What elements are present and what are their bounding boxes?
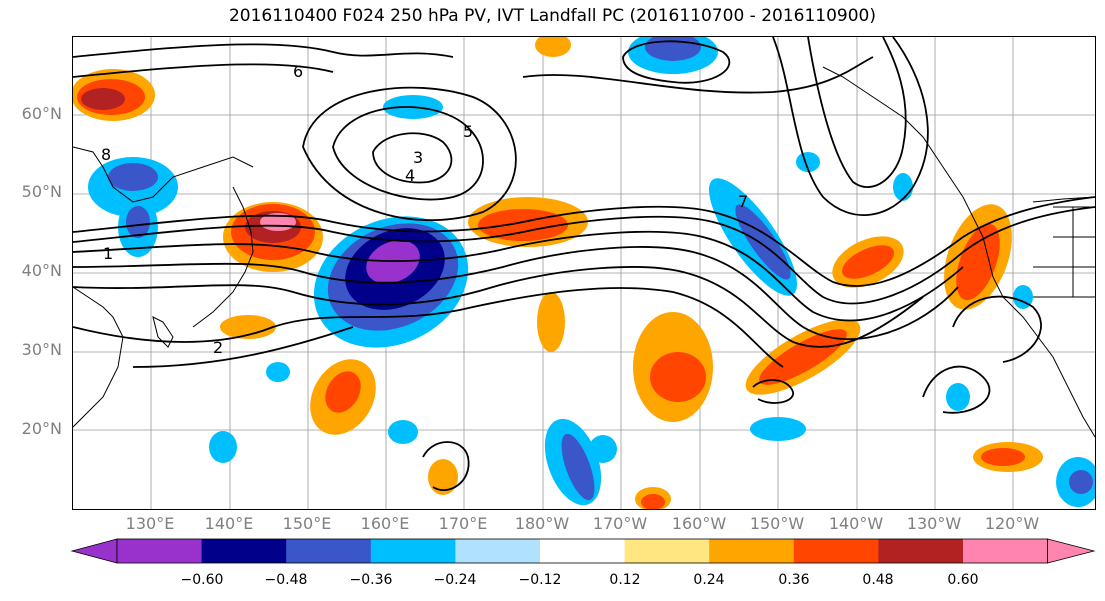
shade-npac-red: [478, 209, 568, 241]
contour-label: 4: [405, 166, 415, 185]
shade-sub-red6: [981, 448, 1025, 466]
shade-sub-orange4: [220, 315, 276, 339]
contour-label: 2: [213, 338, 223, 357]
shade-blue-a2: [108, 163, 158, 191]
shade-sub-blue7: [1069, 470, 1093, 494]
pv-contours: [73, 37, 1095, 492]
colorbar-segment: [793, 539, 879, 563]
colorbar-tick-label: 0.24: [693, 572, 725, 588]
colorbar-tick-label: 0.60: [947, 572, 979, 588]
colorbar-segment: [117, 539, 203, 563]
shade-sub-orange8: [428, 459, 458, 495]
colorbar: [70, 538, 1096, 564]
contour-label: 1: [103, 244, 113, 263]
colorbar-tick-label: −0.24: [433, 572, 477, 588]
colorbar-segment: [370, 539, 456, 563]
shade-blue-b2: [126, 206, 150, 238]
colorbar-segment: [963, 539, 1049, 563]
colorbar-segment: [455, 539, 541, 563]
shade-145w-red: [842, 245, 894, 279]
colorbar-extend-high: [1047, 538, 1096, 564]
colorbar-tick-label: 0.12: [609, 572, 641, 588]
contour-label: 3: [413, 148, 423, 167]
pv-shading: [73, 37, 1095, 509]
shade-diag-blue: [735, 204, 791, 280]
lon-label-160w: 160°W: [671, 514, 727, 533]
shade-sub-cyan2: [589, 435, 617, 463]
shade-sub-cyan11: [893, 173, 913, 201]
colorbar-segment: [201, 539, 287, 563]
lon-label-170w: 170°W: [592, 514, 648, 533]
shade-sub-cyan3: [750, 417, 806, 441]
shade-sub-cyan8: [946, 383, 970, 411]
colorbar-segment: [540, 539, 626, 563]
shade-sub-red7: [641, 494, 665, 509]
shade-sub-red2: [759, 329, 847, 385]
shade-sub-blue1: [561, 433, 595, 501]
colorbar-segments: [70, 538, 1096, 564]
shade-sub-red1: [650, 352, 706, 402]
lon-label-150e: 150°E: [282, 514, 332, 533]
colorbar-extend-low: [70, 538, 118, 564]
contour-label: 5: [463, 122, 473, 141]
contour-label: 8: [101, 145, 111, 164]
lon-label-140w: 140°W: [828, 514, 884, 533]
contour-label: 7: [738, 192, 748, 211]
lat-label-60n: 60°N: [21, 104, 62, 123]
contour-labels: 1 2 3 4 5 6 7 8: [101, 62, 748, 357]
lon-label-180w: 180°W: [514, 514, 570, 533]
lon-label-130e: 130°E: [125, 514, 175, 533]
colorbar-tick-label: −0.48: [264, 572, 308, 588]
gridlines: [73, 37, 1095, 509]
shade-sub-cyan10: [796, 152, 820, 172]
colorbar-tick-label: 0.36: [778, 572, 810, 588]
colorbar-segment: [624, 539, 710, 563]
colorbar-segment: [286, 539, 372, 563]
lon-label-160e: 160°E: [360, 514, 410, 533]
shade-top-orange: [535, 37, 571, 57]
contour-label: 6: [293, 62, 303, 81]
colorbar-tick-label: −0.36: [349, 572, 393, 588]
shade-big-purple: [366, 240, 420, 284]
colorbar-tick-label: 0.48: [862, 572, 894, 588]
shade-sub-cyan6: [266, 362, 290, 382]
lat-label-50n: 50°N: [21, 182, 62, 201]
colorbar-segment: [709, 539, 795, 563]
pv-ivt-map: 1 2 3 4 5 6 7 8: [73, 37, 1095, 509]
lon-label-150w: 150°W: [749, 514, 805, 533]
colorbar-outline: [116, 538, 1048, 564]
colorbar-tick-label: −0.12: [518, 572, 562, 588]
lon-label-170e: 170°E: [438, 514, 488, 533]
shade-sub-cyan4: [209, 431, 237, 463]
lat-label-30n: 30°N: [21, 340, 62, 359]
lon-label-130w: 130°W: [906, 514, 962, 533]
lat-label-40n: 40°N: [21, 261, 62, 280]
lon-label-120w: 120°W: [984, 514, 1040, 533]
map-panel: 1 2 3 4 5 6 7 8: [72, 36, 1096, 510]
shade-coast-red: [956, 223, 1000, 301]
shade-sub-red3: [325, 371, 361, 413]
shade-nw-darkred: [81, 88, 125, 110]
map-title: 2016110400 F024 250 hPa PV, IVT Landfall…: [228, 6, 876, 26]
colorbar-segment: [878, 539, 964, 563]
shade-sub-cyan5: [388, 420, 418, 444]
lon-label-140e: 140°E: [204, 514, 254, 533]
shade-sub-orange5: [537, 292, 565, 352]
colorbar-tick-label: −0.60: [180, 572, 224, 588]
lat-label-20n: 20°N: [21, 419, 62, 438]
